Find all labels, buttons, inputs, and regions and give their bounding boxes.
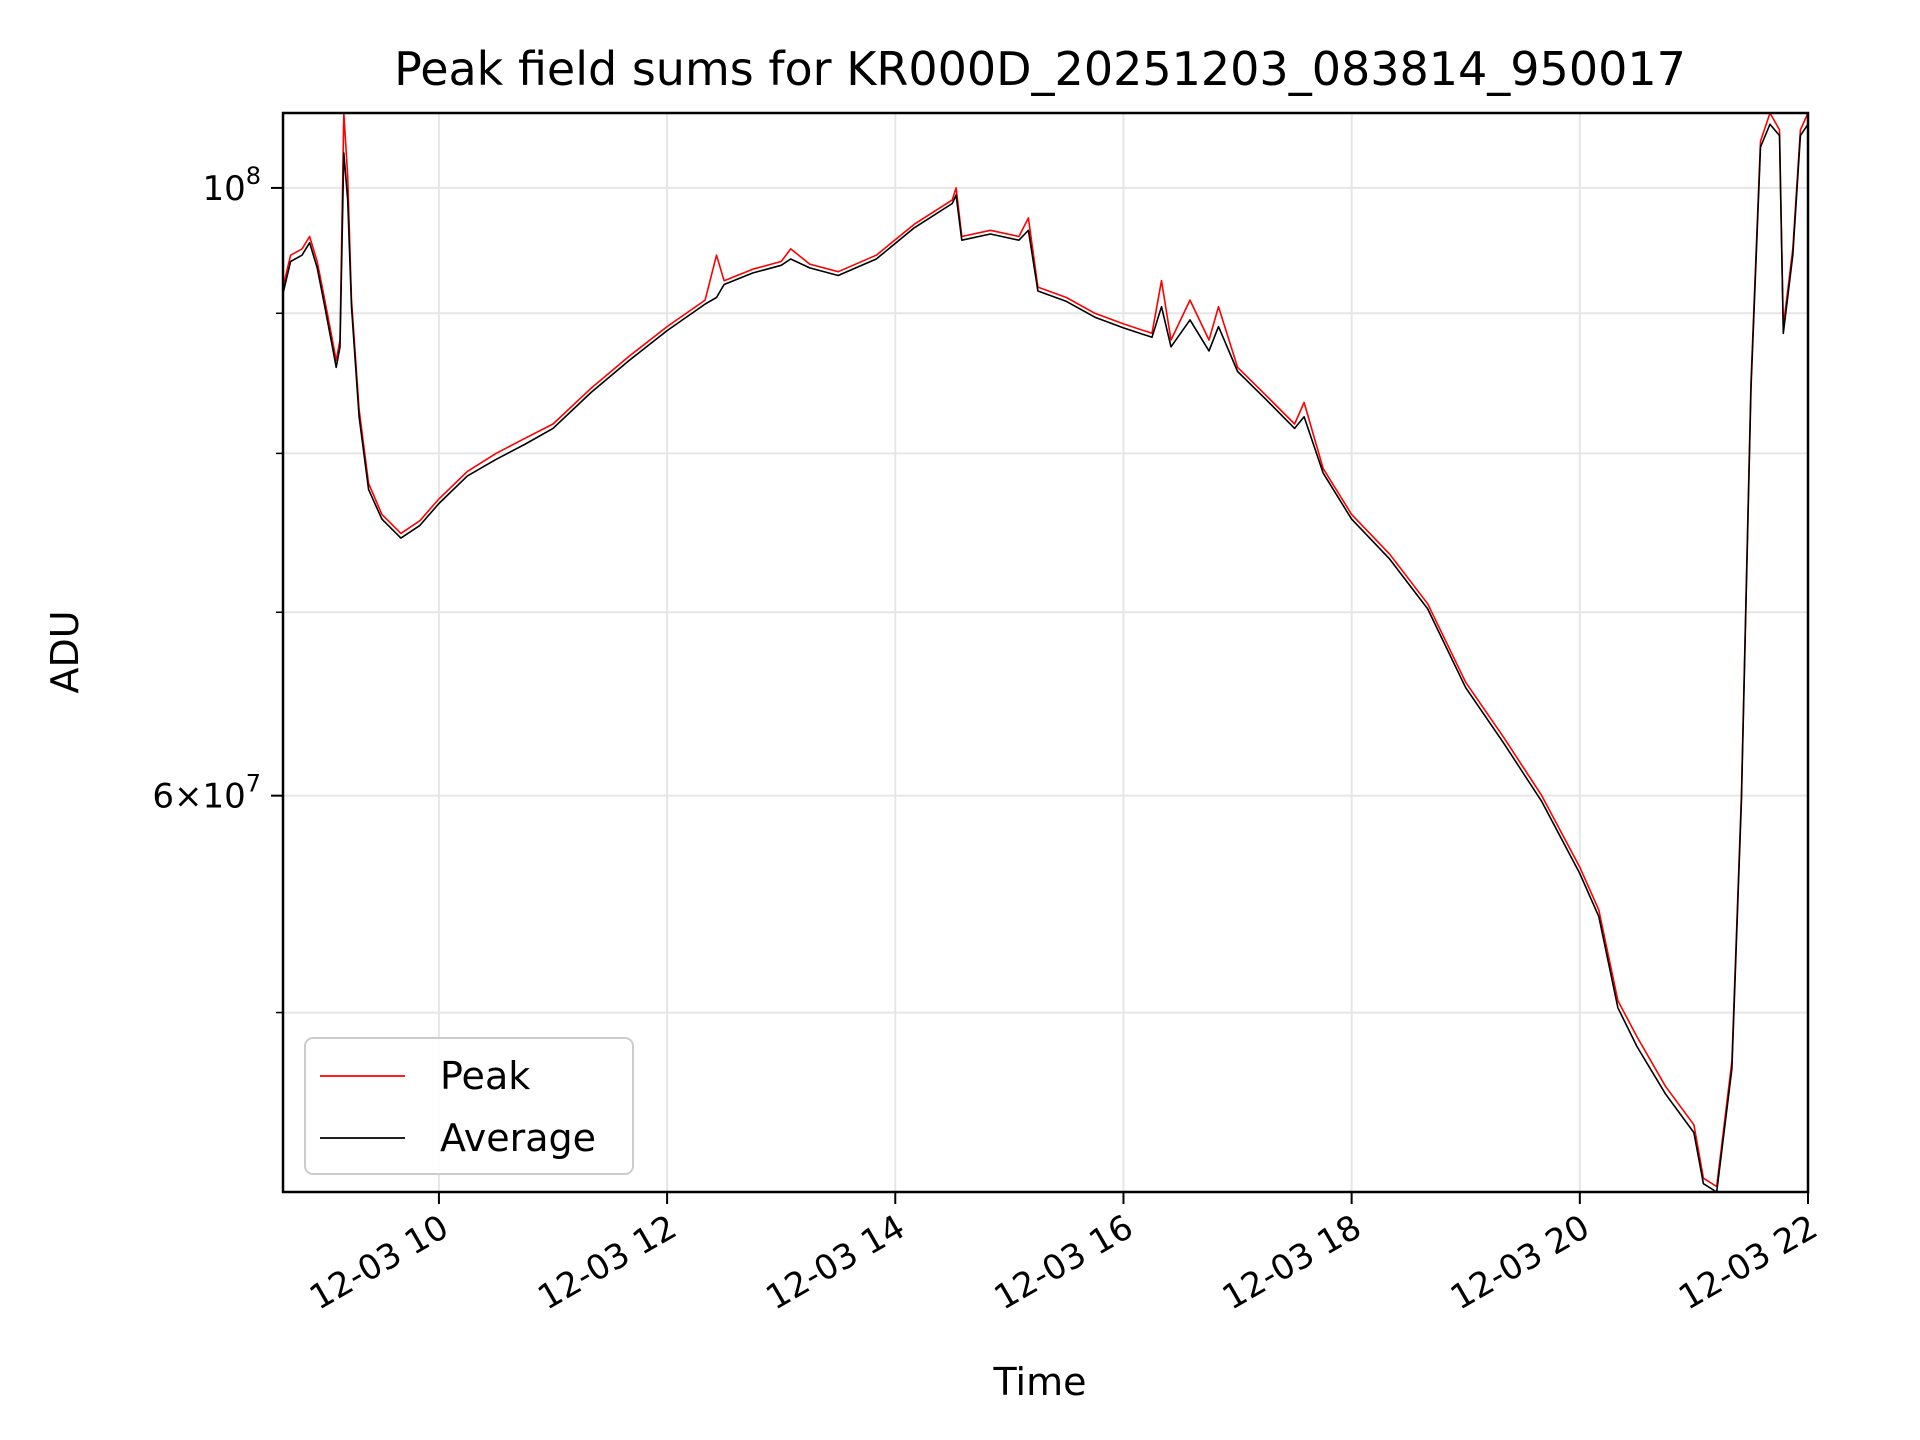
y-tick-base: 6×10 [152,777,245,817]
legend-label-average: Average [440,1116,596,1160]
y-tick-base: 10 [202,169,245,209]
y-tick-label: 6×107 [152,770,261,817]
grid-lines [283,113,1809,1192]
x-axis-label: Time [993,1360,1087,1404]
legend-box [304,1037,634,1175]
y-tick-exponent: 7 [246,770,261,798]
y-axis: 6×107 108 [152,162,283,1014]
legend: Peak Average [304,1037,634,1175]
legend-label-peak: Peak [440,1054,530,1098]
chart-title: Peak field sums for KR000D_20251203_0838… [394,42,1686,96]
y-tick-label: 108 [202,162,261,209]
axes-frame [281,111,1810,1194]
series-line-peak [282,112,1809,1188]
y-tick-exponent: 8 [246,162,261,190]
series-line-average [282,123,1809,1193]
y-axis-label: ADU [43,610,87,693]
plot-series [282,112,1809,1193]
